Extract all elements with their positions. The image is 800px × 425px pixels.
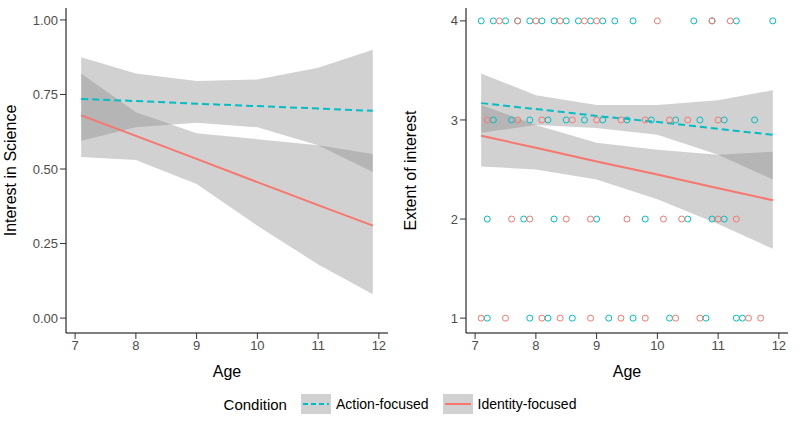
svg-text:Age: Age <box>613 363 642 380</box>
svg-text:12: 12 <box>772 338 786 353</box>
svg-text:0.75: 0.75 <box>33 87 58 102</box>
svg-text:Extent of interest: Extent of interest <box>402 110 419 231</box>
svg-text:11: 11 <box>711 338 725 353</box>
svg-text:0.25: 0.25 <box>33 236 58 251</box>
html-text:Condition: Condition <box>223 395 287 413</box>
svg-text:0.50: 0.50 <box>33 162 58 177</box>
svg-text:8: 8 <box>132 338 139 353</box>
svg-text:10: 10 <box>250 338 264 353</box>
svg-text:12: 12 <box>372 338 386 353</box>
svg-text:1.00: 1.00 <box>33 13 58 28</box>
svg-text:9: 9 <box>193 338 200 353</box>
svg-text:0.00: 0.00 <box>33 311 58 326</box>
html-text:Identity-focused: Identity-focused <box>477 396 577 412</box>
svg-text:1: 1 <box>451 311 458 326</box>
svg-text:Age: Age <box>213 363 242 380</box>
svg-text:7: 7 <box>71 338 78 353</box>
html-text:Action-focused: Action-focused <box>336 396 429 412</box>
svg-text:3: 3 <box>451 113 458 128</box>
svg-text:Interest in Science: Interest in Science <box>8 105 19 237</box>
svg-text:7: 7 <box>471 338 478 353</box>
svg-text:11: 11 <box>311 338 325 353</box>
svg-text:2: 2 <box>451 212 458 227</box>
svg-text:4: 4 <box>451 13 458 28</box>
svg-text:9: 9 <box>593 338 600 353</box>
svg-text:8: 8 <box>532 338 539 353</box>
svg-text:10: 10 <box>650 338 664 353</box>
